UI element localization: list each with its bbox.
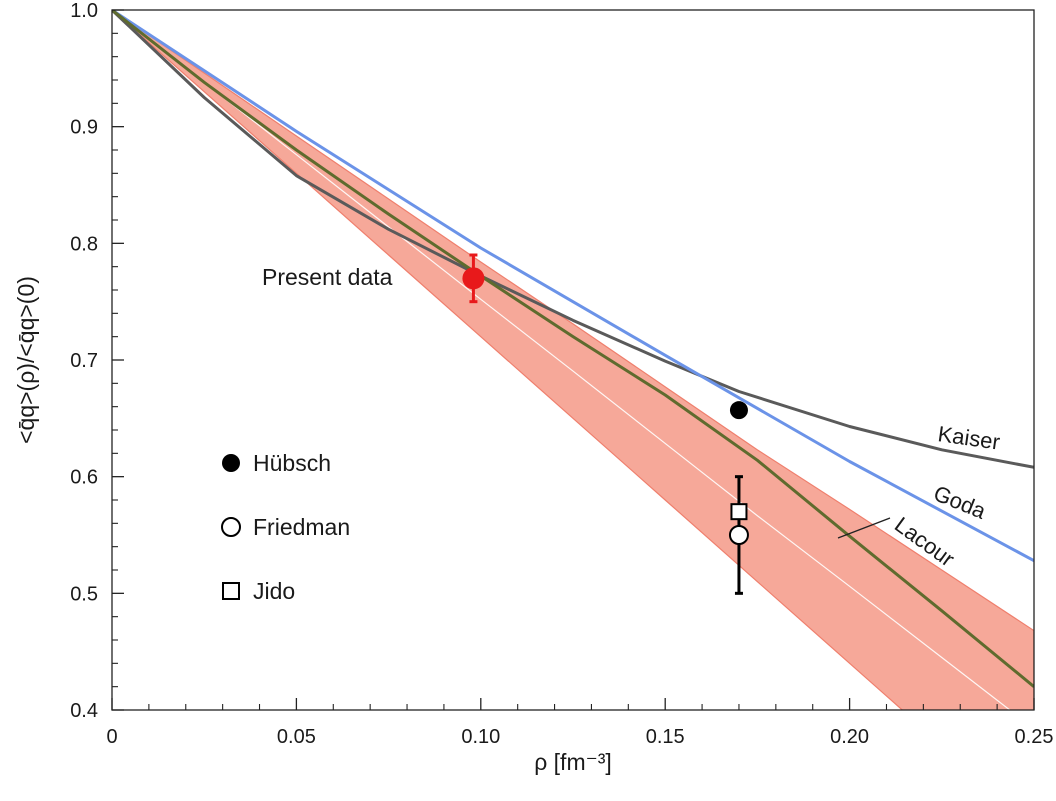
x-axis-title: ρ [fm⁻³] (534, 749, 612, 775)
present-data-point (462, 267, 485, 290)
y-tick-label: 0.9 (70, 117, 98, 139)
legend-label-friedman: Friedman (253, 514, 350, 540)
lacour-band-center (112, 10, 1011, 710)
x-tick-label: 0.05 (277, 726, 316, 748)
goda-curve (112, 10, 1034, 562)
lacour-curve (112, 10, 1034, 688)
kaiser-curve (112, 10, 1034, 469)
legend-label-jido: Jido (253, 578, 295, 604)
legend-marker-h-bsch (222, 454, 240, 472)
jido-point (730, 503, 748, 521)
x-tick-label: 0.20 (830, 726, 869, 748)
y-tick-label: 0.8 (70, 233, 98, 255)
legend: Hübsch Friedman Jido (221, 450, 350, 604)
y-tick-label: 0.6 (70, 467, 98, 489)
legend-label-h-bsch: Hübsch (253, 450, 331, 476)
y-tick-label: 1.0 (70, 0, 98, 22)
x-tick-label: 0.25 (1015, 726, 1054, 748)
legend-marker-friedman (221, 517, 241, 537)
friedman-point (728, 525, 749, 545)
axis-ticks: 0 0.05 0.10 0.15 0.20 0.25 0.4 0.5 0.6 0.7 0.8 0.9 1… (70, 0, 1053, 748)
curves (112, 10, 1034, 688)
y-axis-title: <q̄q>(ρ)/<q̄q>(0) (13, 276, 39, 444)
lacour-band (112, 10, 1034, 710)
x-tick-label: 0.15 (646, 726, 685, 748)
legend-marker-jido (222, 582, 240, 600)
y-tick-label: 0.4 (70, 700, 98, 722)
goda-curve-label: Goda (930, 480, 990, 524)
x-tick-label: 0.10 (461, 726, 500, 748)
lacour-uncertainty-band (112, 10, 1034, 710)
h-bsch-point (729, 401, 748, 420)
y-tick-label: 0.5 (70, 583, 98, 605)
x-tick-label: 0 (106, 726, 117, 748)
lacour-label-leader (837, 517, 891, 539)
y-tick-label: 0.7 (70, 350, 98, 372)
present-data-label: Present data (262, 264, 393, 290)
data-points (462, 253, 749, 595)
